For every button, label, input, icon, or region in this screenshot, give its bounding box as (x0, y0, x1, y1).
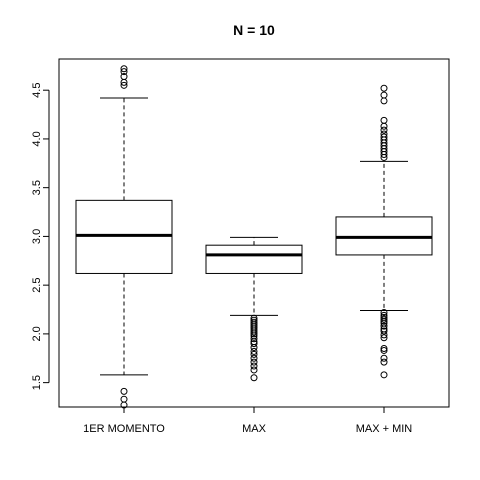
x-axis: 1ER MOMENTO MAX MAX + MIN (83, 407, 412, 435)
outlier-point (380, 345, 388, 353)
outlier-point (250, 362, 258, 370)
outlier-point (250, 344, 258, 352)
outlier-point (250, 335, 258, 343)
y-tick-label: 2.5 (31, 278, 43, 293)
outlier-point (380, 331, 388, 339)
outlier-point (250, 358, 258, 366)
outlier-point (250, 350, 258, 358)
outlier-point (120, 68, 128, 76)
outlier-point (380, 327, 388, 335)
y-tick-label: 2.0 (31, 326, 43, 341)
box-2 (205, 236, 303, 382)
outlier-point (380, 97, 388, 105)
x-tick-label: MAX + MIN (356, 423, 413, 435)
box-3 (335, 84, 433, 379)
outlier-point (250, 347, 258, 355)
outlier-point (120, 81, 128, 89)
outlier-point (250, 374, 258, 382)
y-tick-label: 4.0 (31, 131, 43, 146)
outlier-point (380, 130, 388, 138)
box-series (75, 65, 433, 409)
outlier-point (250, 366, 258, 374)
outlier-point (120, 387, 128, 395)
x-tick-label: 1ER MOMENTO (83, 423, 165, 435)
outlier-point (380, 116, 388, 124)
outlier-point (380, 122, 388, 130)
outlier-point (250, 354, 258, 362)
outlier-point (380, 308, 388, 316)
outlier-point (250, 328, 258, 336)
y-tick-label: 3.0 (31, 229, 43, 244)
iqr-box (205, 244, 303, 274)
outlier-point (120, 73, 128, 81)
outlier-point (380, 315, 388, 323)
outlier-point (380, 354, 388, 362)
y-axis: 1.5 2.0 2.5 3.0 3.5 4.0 4.5 (31, 83, 50, 390)
y-tick-label: 4.5 (31, 83, 43, 98)
outlier-point (380, 84, 388, 92)
outlier-point (120, 395, 128, 403)
outlier-point (380, 346, 388, 354)
outlier-point (250, 330, 258, 338)
outlier-point (380, 371, 388, 379)
outlier-point (380, 358, 388, 366)
outlier-point (380, 91, 388, 99)
y-tick-label: 1.5 (31, 375, 43, 390)
x-tick-label: MAX (242, 423, 267, 435)
outlier-point (380, 126, 388, 134)
box-1 (75, 65, 173, 409)
outlier-point (120, 65, 128, 73)
outlier-point (380, 334, 388, 342)
outlier-point (380, 317, 388, 325)
outlier-point (380, 133, 388, 141)
outlier-point (380, 322, 388, 330)
chart-title: N = 10 (233, 22, 275, 38)
outlier-point (250, 340, 258, 348)
y-tick-label: 3.5 (31, 180, 43, 195)
